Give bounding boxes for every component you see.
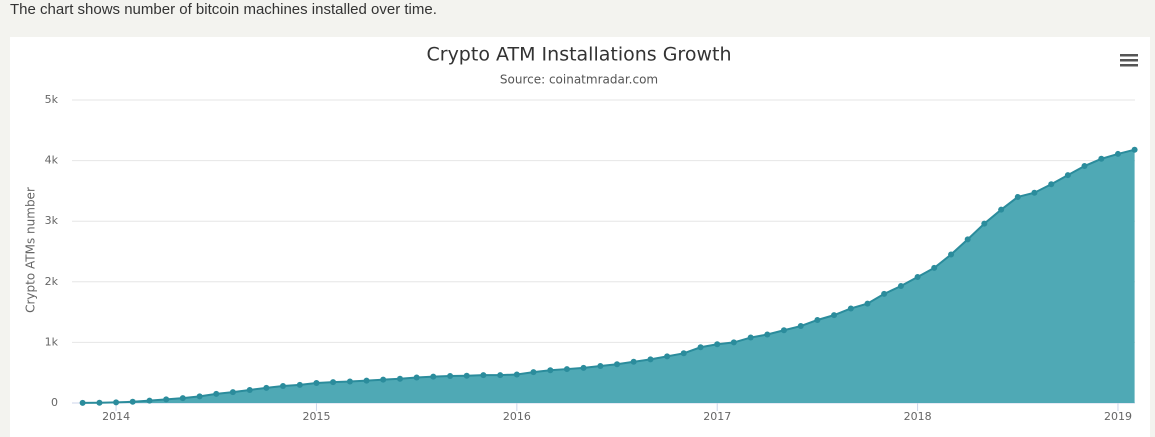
y-tick-label: 3k [45,214,59,227]
data-point [730,339,737,346]
data-point [480,372,487,379]
data-point [447,373,454,380]
data-point [96,399,103,406]
menu-icon-bar [1120,54,1138,57]
data-point [897,283,904,290]
data-point [680,350,687,357]
data-point [196,393,203,400]
data-point [864,300,871,307]
y-tick-label: 4k [45,154,59,167]
data-point [146,397,153,404]
data-point [764,331,771,338]
data-point [1048,181,1055,188]
data-point [279,383,286,390]
intro-text: The chart shows number of bitcoin machin… [10,1,437,18]
data-point [998,206,1005,213]
data-point [229,389,236,396]
data-point [597,363,604,370]
data-point [931,264,938,271]
data-point [881,290,888,297]
x-tick-label: 2015 [302,410,330,423]
y-axis-label: Crypto ATMs number [24,187,38,313]
data-point [814,316,821,323]
x-tick-label: 2018 [904,410,932,423]
data-point [413,374,420,381]
y-tick-label: 5k [45,93,59,106]
data-point [1114,150,1121,157]
data-point [614,361,621,368]
data-point [363,377,370,384]
data-point [1031,189,1038,196]
data-point [964,236,971,243]
data-point [547,367,554,374]
data-point [981,220,988,227]
data-point [380,376,387,383]
data-point [797,323,804,330]
data-point [630,358,637,365]
data-point [847,305,854,312]
chart-subtitle: Source: coinatmradar.com [500,73,658,87]
data-point [1064,172,1071,179]
menu-icon-bar [1120,59,1138,62]
data-point [179,395,186,402]
data-point [163,396,170,403]
data-point [1014,193,1021,200]
area-line [82,148,1135,404]
menu-icon-bar [1120,64,1138,67]
y-tick-label: 2k [45,275,59,288]
data-point [580,364,587,371]
data-point [1131,146,1138,153]
data-point [213,390,220,397]
data-point [563,366,570,373]
data-point [463,372,470,379]
data-point [296,381,303,388]
data-point [313,380,320,387]
data-point [1081,163,1088,170]
data-point [129,398,136,405]
chart-title: Crypto ATM Installations Growth [426,44,731,66]
y-tick-label: 0 [51,396,58,409]
data-point [263,384,270,391]
data-point [246,386,253,393]
y-tick-label: 1k [45,335,59,348]
data-point [497,372,504,379]
data-point [948,251,955,258]
data-point [697,344,704,351]
data-point [664,353,671,360]
data-point [346,378,353,385]
x-tick-label: 2016 [503,410,531,423]
x-tick-label: 2019 [1104,410,1132,423]
data-point [831,312,838,319]
x-tick-label: 2017 [703,410,731,423]
data-point [330,379,337,386]
menu-button[interactable] [1116,48,1142,72]
data-point [113,399,120,406]
data-point [79,399,86,406]
area-fill [82,149,1135,403]
data-point [780,327,787,334]
data-point [397,375,404,382]
data-point [714,341,721,348]
data-point [530,369,537,376]
data-point [1098,155,1105,162]
x-tick-label: 2014 [102,410,130,423]
data-point [430,373,437,380]
data-point [513,371,520,378]
data-point [747,334,754,341]
data-point [914,273,921,280]
data-point [647,356,654,363]
